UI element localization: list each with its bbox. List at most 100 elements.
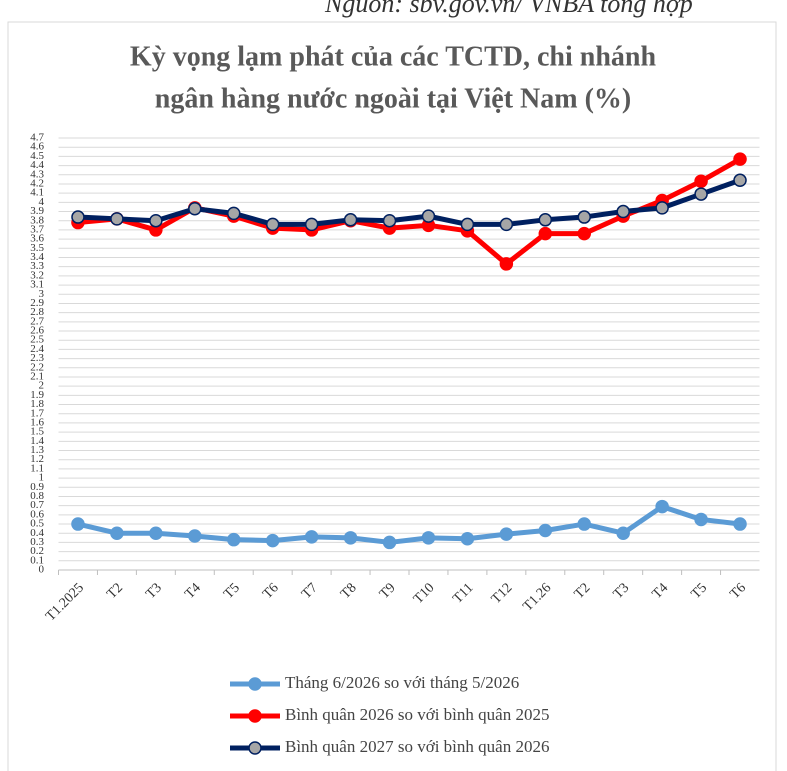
legend-marker: [248, 677, 262, 691]
data-point: [149, 213, 163, 228]
y-tick-label: 2.8: [30, 306, 44, 318]
y-tick-label: 2.4: [30, 343, 44, 355]
data-point: [343, 531, 358, 545]
y-tick-label: 1.7: [30, 407, 44, 419]
y-tick-label: 2.5: [30, 334, 44, 346]
chart-title: Kỳ vọng lạm phát của các TCTD, chi nhánh: [130, 41, 657, 72]
y-tick-label: 3.6: [30, 233, 44, 245]
y-tick-label: 4.6: [30, 141, 44, 153]
chart-frame: [7, 21, 777, 771]
data-point: [538, 226, 553, 241]
y-tick-label: 4.5: [30, 150, 44, 162]
data-point: [499, 527, 514, 541]
y-tick-label: 4.3: [30, 168, 44, 180]
data-point: [382, 213, 397, 228]
y-tick-label: 2.1: [30, 371, 44, 383]
data-point: [265, 217, 280, 232]
y-tick-label: 2.9: [30, 297, 44, 309]
data-point: [694, 512, 708, 527]
data-point: [499, 217, 514, 232]
y-tick-label: 3.2: [30, 269, 44, 281]
y-tick-label: 1.2: [30, 453, 44, 465]
y-tick-label: 1: [39, 472, 45, 484]
y-tick-label: 1.6: [30, 416, 44, 428]
y-tick-label: 0.7: [30, 499, 44, 511]
data-point: [110, 526, 124, 540]
y-tick-label: 3.9: [30, 205, 44, 217]
y-tick-label: 3.1: [30, 279, 44, 291]
y-tick-label: 0.9: [30, 481, 44, 493]
data-point: [421, 209, 436, 223]
data-point: [227, 532, 241, 547]
y-tick-label: 0.8: [30, 490, 44, 502]
data-point: [460, 217, 475, 232]
data-point: [616, 526, 630, 540]
chart-title: ngân hàng nước ngoài tại Việt Nam (%): [155, 83, 631, 114]
data-point: [265, 533, 280, 548]
data-point: [343, 213, 358, 227]
data-point: [149, 526, 163, 540]
y-tick-label: 0: [39, 564, 45, 576]
y-tick-label: 3: [39, 288, 45, 300]
y-tick-label: 4.1: [30, 187, 44, 199]
y-tick-label: 3.3: [30, 260, 44, 272]
data-point: [382, 535, 397, 550]
y-tick-label: 0.1: [30, 554, 44, 566]
data-point: [71, 210, 85, 224]
y-tick-label: 0.6: [30, 508, 44, 520]
y-tick-label: 0.3: [30, 536, 44, 548]
legend-label: Tháng 6/2026 so với tháng 5/2026: [285, 673, 519, 692]
legend-label: Bình quân 2027 so với bình quân 2026: [285, 737, 549, 756]
y-tick-label: 2.2: [30, 361, 44, 373]
legend-marker: [248, 741, 262, 755]
y-tick-label: 0.2: [30, 545, 44, 557]
data-point: [577, 226, 591, 241]
data-point: [421, 531, 436, 545]
data-point: [616, 204, 630, 219]
y-tick-label: 2.3: [30, 352, 44, 364]
data-point: [538, 213, 553, 227]
y-tick-label: 1.8: [30, 398, 44, 410]
y-tick-label: 2.7: [30, 315, 44, 327]
y-tick-label: 3.8: [30, 214, 44, 226]
y-tick-label: 1.3: [30, 444, 44, 456]
data-point: [577, 517, 591, 531]
y-tick-label: 3.4: [30, 251, 44, 263]
y-tick-label: 1.1: [30, 462, 44, 474]
y-tick-label: 1.5: [30, 426, 44, 438]
data-point: [110, 212, 124, 226]
data-point: [304, 217, 319, 232]
data-point: [460, 531, 475, 546]
y-tick-label: 2: [39, 380, 45, 392]
data-point: [577, 210, 591, 224]
y-tick-label: 3.5: [30, 242, 44, 254]
data-point: [733, 517, 747, 531]
data-point: [733, 152, 747, 166]
source-note: Nguồn: sbv.gov.vn/ VNBA tổng hợp: [324, 0, 693, 18]
data-point: [304, 530, 319, 544]
y-tick-label: 0.4: [30, 527, 44, 539]
y-tick-label: 0.5: [30, 518, 44, 530]
data-point: [71, 517, 85, 531]
y-tick-label: 4.7: [30, 132, 44, 144]
data-point: [694, 174, 708, 188]
y-tick-label: 4.2: [30, 177, 44, 189]
legend-marker: [248, 709, 262, 723]
y-tick-label: 4: [39, 196, 45, 208]
legend-label: Bình quân 2026 so với bình quân 2025: [285, 705, 549, 724]
data-point: [538, 523, 553, 538]
data-point: [655, 201, 669, 215]
y-tick-label: 4.4: [30, 159, 44, 171]
data-point: [499, 257, 514, 271]
y-tick-label: 3.7: [30, 223, 44, 235]
data-point: [188, 202, 202, 216]
y-tick-label: 1.4: [30, 435, 44, 447]
data-point: [655, 499, 669, 514]
data-point: [733, 173, 747, 188]
data-point: [227, 206, 241, 221]
data-point: [188, 529, 202, 543]
data-point: [694, 187, 708, 201]
y-tick-label: 2.6: [30, 325, 44, 337]
y-tick-label: 1.9: [30, 389, 44, 401]
